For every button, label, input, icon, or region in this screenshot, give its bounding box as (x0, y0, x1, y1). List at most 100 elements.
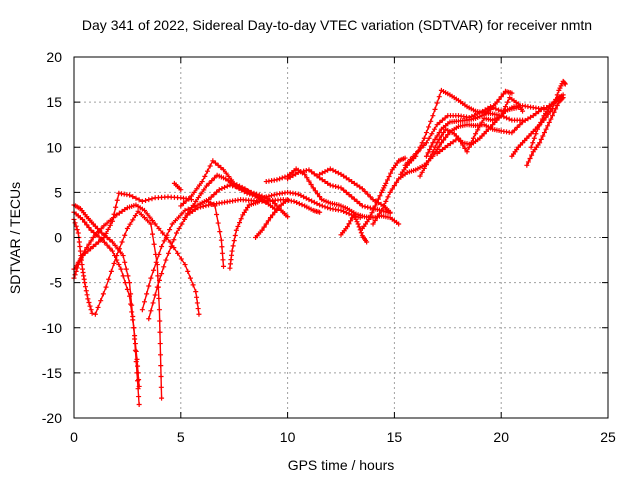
data-point (179, 211, 185, 217)
data-point (145, 218, 151, 224)
data-point (407, 156, 413, 162)
data-point (426, 135, 432, 141)
x-tick-label: 20 (493, 429, 509, 445)
data-point (223, 170, 229, 176)
data-point (190, 202, 196, 208)
data-point (445, 142, 451, 148)
data-point (357, 201, 363, 207)
data-point (112, 242, 118, 248)
data-point (506, 116, 512, 122)
data-point (504, 115, 510, 121)
data-point (159, 244, 165, 250)
data-point (260, 197, 266, 203)
data-point (514, 124, 520, 130)
data-point (218, 237, 224, 243)
data-point (98, 298, 104, 304)
data-point (86, 299, 92, 305)
data-point (194, 294, 200, 300)
data-point (423, 130, 429, 136)
data-point (475, 127, 481, 133)
data-point (135, 363, 141, 369)
series-trace (141, 199, 225, 311)
data-point (203, 203, 209, 209)
data-point (445, 132, 451, 138)
data-point (100, 291, 106, 297)
data-point (295, 191, 301, 197)
data-point (133, 348, 139, 354)
data-point (314, 201, 320, 207)
data-point (470, 135, 476, 141)
data-point (421, 142, 427, 148)
data-point (136, 383, 142, 389)
data-point (188, 193, 194, 199)
data-point (479, 119, 485, 125)
data-point (468, 140, 474, 146)
data-point (72, 272, 78, 278)
data-point (545, 123, 551, 129)
data-point (293, 171, 299, 177)
data-point (107, 245, 113, 251)
data-point (215, 220, 221, 226)
data-point (149, 196, 155, 202)
data-point (539, 116, 545, 122)
chart-title: Day 341 of 2022, Sidereal Day-to-day VTE… (82, 17, 592, 33)
data-point (432, 144, 438, 150)
data-point (428, 143, 434, 149)
data-point (131, 325, 137, 331)
data-point (389, 186, 395, 192)
data-point (166, 250, 172, 256)
data-point (405, 159, 411, 165)
data-point (195, 195, 201, 201)
data-point (540, 133, 546, 139)
data-point (341, 173, 347, 179)
series-arc-02 (71, 202, 202, 317)
data-point (148, 221, 154, 227)
data-point (108, 268, 114, 274)
data-point (371, 206, 377, 212)
data-point (376, 211, 382, 217)
data-point (211, 192, 217, 198)
data-point (74, 227, 80, 233)
data-point (119, 239, 125, 245)
data-point (139, 198, 145, 204)
data-point (437, 149, 443, 155)
data-point (301, 194, 307, 200)
data-point (553, 106, 559, 112)
data-point (402, 162, 408, 168)
data-point (195, 306, 201, 312)
data-point (362, 188, 368, 194)
data-point (396, 221, 402, 227)
y-tick-label: -10 (42, 320, 62, 336)
data-point (430, 113, 436, 119)
data-point (310, 185, 316, 191)
data-point (104, 220, 110, 226)
data-point (226, 174, 232, 180)
data-point (351, 180, 357, 186)
data-point (317, 202, 323, 208)
y-tick-label: 20 (46, 49, 62, 65)
data-point (198, 204, 204, 210)
data-point (502, 104, 508, 110)
data-point (530, 140, 536, 146)
data-point (135, 208, 141, 214)
data-point (144, 211, 150, 217)
data-point (237, 220, 243, 226)
data-point (141, 207, 147, 213)
data-point (442, 144, 448, 150)
data-point (299, 202, 305, 208)
data-point (130, 217, 136, 223)
data-point (87, 303, 93, 309)
data-point (114, 197, 120, 203)
data-point (217, 229, 223, 235)
data-point (216, 187, 222, 193)
data-point (374, 214, 380, 220)
data-point (75, 230, 81, 236)
data-point (381, 203, 387, 209)
data-point (85, 296, 91, 302)
y-tick-label: 0 (54, 230, 62, 246)
data-point (423, 153, 429, 159)
y-tick-label: 10 (46, 139, 62, 155)
data-point (359, 186, 365, 192)
data-point (190, 282, 196, 288)
data-point (367, 194, 373, 200)
